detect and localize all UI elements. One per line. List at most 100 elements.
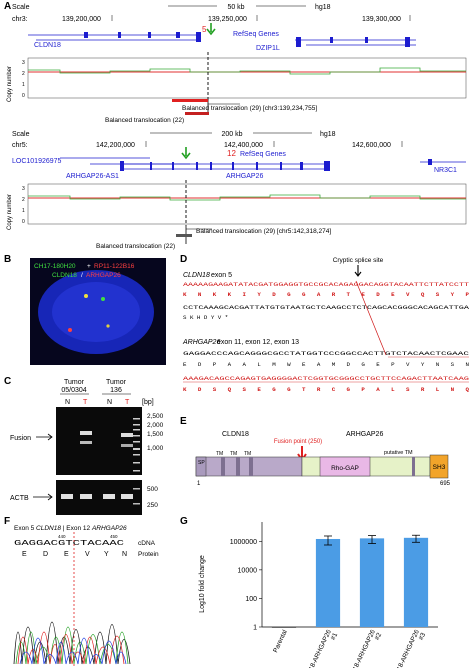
lane-t-1: T xyxy=(83,399,88,406)
seq-line-1: AAAAAGAAGATATACGATGGAGGTGCCGCACAGAGGACAG… xyxy=(183,281,470,288)
legend-green: CLDN18 xyxy=(52,272,77,279)
band-fusion-1b xyxy=(80,441,92,444)
ladder-2000: 2,000 xyxy=(147,422,164,429)
f-num-450: 450 xyxy=(110,534,118,539)
arh-rest: exon 11, exon 12, exon 13 xyxy=(217,339,299,346)
panel-a-bottom: Scale 200 kb hg18 chr5: 142,200,000 142,… xyxy=(7,131,467,250)
legend-sep: / xyxy=(81,272,83,279)
refseq-label: RefSeq Genes xyxy=(233,31,279,38)
tm-domain-1 xyxy=(221,457,225,476)
ladder-250: 250 xyxy=(147,502,158,509)
e-right-gene: ARHGAP26 xyxy=(346,431,383,438)
sp-label: SP xyxy=(198,460,205,466)
band-fusion-1a xyxy=(80,431,92,435)
panel-e-protein: CLDN18 ARHGAP26 Fusion point (250) putat… xyxy=(195,431,451,487)
fusion-signal-1 xyxy=(84,294,88,298)
tick2-3: 142,600,000 xyxy=(352,142,391,149)
tumor1-l1: Tumor xyxy=(64,379,85,386)
scale-label-2: Scale xyxy=(12,131,30,138)
panel-g-letter: G xyxy=(180,516,188,527)
putative-tm-domain xyxy=(412,457,415,476)
cn-tick-0: 0 xyxy=(22,93,25,99)
bt22-label: Balanced translocation (22) xyxy=(105,117,184,124)
f-cldn18: CLDN18 xyxy=(36,525,61,532)
protein-aa-6: N xyxy=(122,551,127,558)
panel-a-letter: A xyxy=(4,1,11,12)
aa-line-1: K N K K I Y D G G A R T E D E V Q S Y P xyxy=(183,291,470,298)
cn-tick-3: 3 xyxy=(22,60,25,66)
cdna-seq: GAGGACGTCTACAAC xyxy=(14,540,124,548)
actb-bands xyxy=(61,494,133,499)
end-aa: 695 xyxy=(440,481,451,487)
arh-gene: ARHGAP26 xyxy=(182,339,220,346)
cn-plot-frame xyxy=(27,57,467,99)
sh3-domain xyxy=(429,454,449,479)
tm-domain-2 xyxy=(236,457,240,476)
band-fusion-2b xyxy=(121,444,133,447)
chrom-label-2: chr5: xyxy=(12,142,28,149)
g-ytick-label: 1 xyxy=(253,625,257,632)
band-fusion-2a xyxy=(121,433,133,437)
cn-ylabel-2: Copy number xyxy=(7,194,13,230)
g-ytick-label: 1000000 xyxy=(230,539,257,546)
e-left-gene: CLDN18 xyxy=(222,431,249,438)
lane-t-2: T xyxy=(125,399,130,406)
rhogap-label: Rho-GAP xyxy=(331,465,359,472)
protein-aa-4: V xyxy=(85,551,90,558)
aa-line-4: K D S Q S E G G T R C G P A L S R L N Q xyxy=(183,386,470,393)
panel-d-sequence: Cryptic splice site CLDN18 exon 5 AAAAAG… xyxy=(182,257,470,393)
g-category-label: CLDN18-ARHGAP26#2 xyxy=(344,629,383,668)
g-bar xyxy=(359,538,385,627)
cryptic-label: Cryptic splice site xyxy=(333,257,384,264)
assembly-2: hg18 xyxy=(320,131,336,138)
f-mid: | Exon 12 xyxy=(61,525,92,532)
panel-f-chromatogram: Exon 5 CLDN18 | Exon 12 ARHGAP26 440 450… xyxy=(13,525,159,666)
scale-value: 50 kb xyxy=(227,4,244,11)
tumor1-l2: 05/0304 xyxy=(61,387,86,394)
cldn18-exons xyxy=(84,32,201,42)
protein-aa-3: E xyxy=(64,551,69,558)
green-arrow-2-icon xyxy=(181,147,191,160)
cn2-tick-1: 1 xyxy=(22,208,25,214)
g-bar xyxy=(271,627,297,628)
seq-line-2: CCTCAAAGCACGATTATGTGTAATGCTCAAGCCTCTCAGC… xyxy=(183,304,470,311)
green-arrow-icon xyxy=(206,23,216,36)
cn-ylabel: Copy number xyxy=(7,66,13,102)
g-category-label: CLDN18-ARHGAP26#1 xyxy=(300,629,339,668)
ladder-1000: 1,000 xyxy=(147,445,164,452)
probe-green: CH17-180H20 xyxy=(34,263,76,270)
gene-loc: LOC101926975 xyxy=(12,158,62,165)
nucleus-core xyxy=(52,282,140,342)
sp-domain xyxy=(195,456,207,477)
panel-b-fish: CH17-180H20 + RP11-122B16 CLDN18 / ARHGA… xyxy=(30,258,166,365)
green-signal xyxy=(101,297,105,301)
red-signal xyxy=(68,328,72,332)
tick-3: 139,300,000 xyxy=(362,16,401,23)
ladder-bands xyxy=(133,418,140,472)
bt22-segment-2 xyxy=(176,234,192,237)
panel-a-top: Scale 50 kb hg18 chr3: 139,200,000 139,2… xyxy=(7,4,467,124)
marker-number: 5 xyxy=(202,25,207,34)
cn2-tick-2: 2 xyxy=(22,197,25,203)
f-exon5: Exon 5 xyxy=(14,525,36,532)
tumor2-l2: 136 xyxy=(110,387,122,394)
tick-2: 139,250,000 xyxy=(208,16,247,23)
g-category-label: CLDN18-ARHGAP26#3 xyxy=(388,629,427,668)
marker-number-2: 12 xyxy=(227,149,236,158)
g-ytick-label: 10000 xyxy=(238,567,258,574)
bt29-label-2: Balanced translocation (29) [chr5:142,31… xyxy=(196,228,331,235)
lane-n-1: N xyxy=(65,399,70,406)
f-num-440: 440 xyxy=(58,534,66,539)
actb-label: ACTB xyxy=(10,495,29,502)
panel-b-letter: B xyxy=(4,254,11,265)
cn-trace-2 xyxy=(28,194,466,201)
panel-c-letter: C xyxy=(4,376,11,387)
cn-tick-2: 2 xyxy=(22,71,25,77)
assembly: hg18 xyxy=(315,4,331,11)
exon5-gene: CLDN18 xyxy=(183,272,210,279)
arhgap26-exons xyxy=(120,161,330,171)
nr3c1-exon xyxy=(428,159,432,165)
gene-nr3c1: NR3C1 xyxy=(434,167,457,174)
g-bar xyxy=(315,538,341,627)
